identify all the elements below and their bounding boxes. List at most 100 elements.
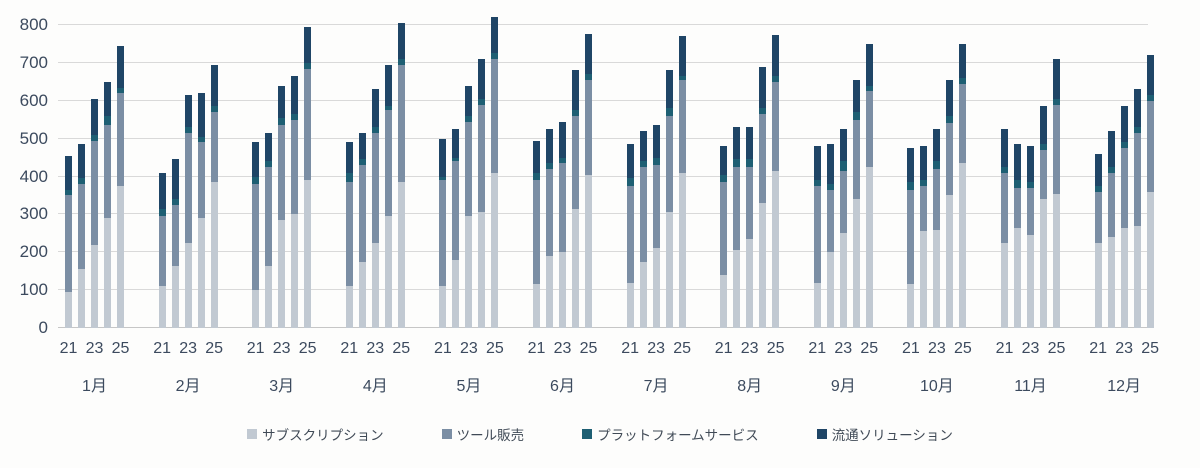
bar-segment	[639, 167, 647, 262]
bar-segment	[1120, 227, 1128, 328]
bar-segment	[907, 182, 915, 190]
bar-8月-23	[746, 127, 754, 328]
bar-7月-25	[678, 36, 686, 328]
bar-segment	[813, 146, 821, 181]
bar-segment	[1053, 59, 1060, 99]
y-axis-label: 200	[19, 242, 48, 262]
bar-segment	[1014, 187, 1021, 228]
year-tick-row: 21 23 25	[528, 340, 598, 360]
bar-segment	[439, 138, 447, 177]
year-tick-row: 21 23 25	[60, 340, 130, 360]
bar-segment	[210, 112, 218, 183]
bar-2月-23	[184, 95, 192, 328]
month-label: 9月	[830, 378, 856, 395]
year-tick-row: 21 23 25	[153, 340, 223, 360]
bar-segment	[1146, 95, 1154, 101]
y-axis-label: 500	[19, 128, 48, 148]
bar-segment	[384, 110, 392, 217]
bar-segment	[920, 231, 928, 328]
bar-group-9月	[813, 25, 873, 328]
bar-segment	[184, 132, 192, 243]
bar-segment	[1133, 89, 1141, 128]
bar-segment	[117, 45, 124, 88]
bar-segment	[572, 115, 579, 209]
year-tick-label: 25	[766, 340, 785, 357]
bar-segment	[678, 79, 686, 173]
year-tick-label: 21	[59, 340, 78, 357]
bar-segment	[465, 216, 473, 328]
bar-segment	[265, 132, 273, 162]
bar-segment	[559, 157, 566, 164]
bar-segment	[452, 161, 460, 260]
bar-segment	[358, 132, 366, 160]
bar-segment	[585, 174, 592, 328]
bar-segment	[304, 68, 312, 181]
bar-segment	[585, 34, 592, 75]
bar-segment	[865, 91, 873, 168]
bar-segment	[852, 79, 860, 113]
bar-segment	[171, 265, 179, 328]
bar-segment	[907, 148, 915, 183]
bar-segment	[920, 146, 928, 181]
bar-segment	[1001, 172, 1008, 243]
year-tick-label: 21	[527, 340, 546, 357]
bar-segment	[91, 140, 98, 245]
bar-segment	[746, 127, 754, 160]
bar-segment	[733, 159, 741, 168]
bar-segment	[1107, 237, 1115, 328]
bar-segment	[491, 59, 499, 173]
bar-segment	[478, 98, 486, 105]
bar-segment	[572, 208, 579, 328]
bar-4月-25	[397, 23, 405, 328]
bar-segment	[478, 212, 486, 328]
bar-segment	[158, 172, 166, 209]
year-tick-label: 21	[995, 340, 1014, 357]
month-label: 1月	[82, 378, 107, 395]
y-axis-label: 300	[19, 204, 48, 224]
bar-segment	[652, 157, 660, 166]
bar-segment	[533, 180, 540, 285]
bar-segment	[1146, 55, 1154, 96]
year-tick-label: 25	[205, 340, 223, 357]
year-tick-row: 21 23 25	[247, 340, 317, 360]
bar-segment	[1053, 104, 1060, 194]
bar-segment	[1146, 100, 1154, 192]
year-tick-label: 25	[953, 340, 972, 357]
bar-segment	[1001, 167, 1008, 173]
bar-segment	[946, 123, 954, 196]
gridline-800	[58, 24, 1148, 25]
year-tick-label: 25	[1047, 340, 1066, 357]
bar-segment	[1133, 225, 1141, 328]
bar-segment	[1001, 242, 1008, 328]
bar-5月-24	[478, 59, 486, 328]
bar-segment	[759, 114, 767, 204]
bar-7月-21	[626, 144, 634, 328]
year-tick-label: 21	[714, 340, 733, 357]
year-tick-label: 23	[553, 340, 572, 357]
bar-10月-23	[933, 129, 941, 328]
bar-9月-25	[865, 43, 873, 328]
bar-segment	[1094, 242, 1102, 328]
bar-11月-25	[1053, 59, 1060, 328]
year-tick-row: 21 23 25	[808, 340, 878, 360]
bar-5月-25	[491, 17, 499, 328]
year-tick-label: 21	[340, 340, 359, 357]
bar-segment	[678, 76, 686, 80]
legend-swatch	[816, 429, 827, 439]
bar-segment	[491, 17, 499, 54]
bar-segment	[746, 159, 754, 168]
bar-7月-22	[639, 131, 647, 328]
bar-segment	[639, 131, 647, 162]
bar-segment	[465, 121, 473, 217]
plot-area	[58, 17, 1154, 328]
bar-segment	[865, 43, 873, 86]
bar-segment	[1040, 144, 1047, 150]
year-tick-label: 25	[298, 340, 317, 357]
y-axis-label: 100	[19, 280, 48, 300]
bar-group-3月	[252, 25, 312, 328]
bar-segment	[546, 163, 553, 169]
bar-8月-21	[720, 146, 728, 328]
bar-segment	[813, 180, 821, 186]
year-tick-label: 23	[272, 340, 291, 357]
